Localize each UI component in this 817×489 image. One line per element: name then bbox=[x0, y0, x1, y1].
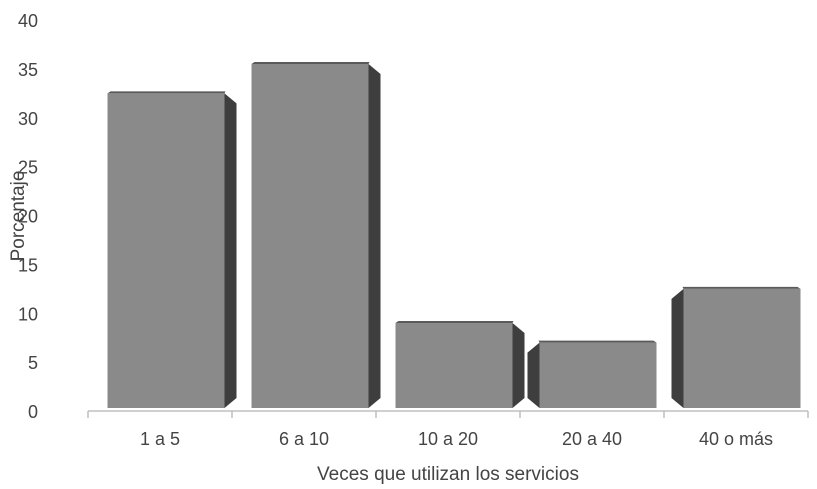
y-tick-label: 10 bbox=[18, 304, 38, 324]
x-axis-label: Veces que utilizan los servicios bbox=[317, 464, 579, 485]
bar bbox=[527, 340, 657, 408]
x-tick-label: 1 a 5 bbox=[140, 429, 180, 449]
bar-front bbox=[539, 342, 657, 408]
bar-front bbox=[395, 323, 513, 408]
y-tick-label: 20 bbox=[18, 207, 38, 227]
y-tick-label: 35 bbox=[18, 60, 38, 80]
bar-top bbox=[395, 321, 514, 324]
bar-top bbox=[107, 91, 226, 94]
bar-side bbox=[368, 63, 381, 409]
bar bbox=[107, 91, 237, 408]
x-axis bbox=[87, 410, 809, 418]
bar-side bbox=[512, 323, 525, 408]
bar bbox=[671, 286, 801, 408]
y-tick-label: 15 bbox=[18, 255, 38, 275]
bar-front bbox=[251, 63, 369, 409]
y-tick-label: 0 bbox=[28, 402, 38, 422]
bar-top bbox=[538, 340, 657, 343]
bar bbox=[251, 61, 381, 409]
x-tick-label: 40 o más bbox=[699, 429, 773, 449]
y-tick-label: 25 bbox=[18, 158, 38, 178]
x-tick-label: 6 a 10 bbox=[279, 429, 329, 449]
y-axis-label: Porcentaje bbox=[8, 171, 29, 262]
y-axis-ticks: 0 5 10 15 20 25 30 35 40 bbox=[18, 11, 38, 422]
y-tick-label: 30 bbox=[18, 109, 38, 129]
x-axis-ticks: 1 a 5 6 a 10 10 a 20 20 a 40 40 o más bbox=[140, 429, 773, 449]
bar-front bbox=[107, 93, 225, 408]
x-tick-label: 10 a 20 bbox=[418, 429, 478, 449]
bar bbox=[395, 321, 525, 408]
bar-side bbox=[224, 93, 237, 408]
bar-top bbox=[251, 61, 370, 64]
bar-front bbox=[683, 288, 801, 408]
bar-top bbox=[682, 286, 801, 289]
y-tick-label: 40 bbox=[18, 11, 38, 31]
bar-side bbox=[527, 342, 540, 408]
x-tick-label: 20 a 40 bbox=[562, 429, 622, 449]
bar-side bbox=[671, 288, 684, 408]
y-tick-label: 5 bbox=[28, 353, 38, 373]
bars bbox=[107, 61, 801, 409]
